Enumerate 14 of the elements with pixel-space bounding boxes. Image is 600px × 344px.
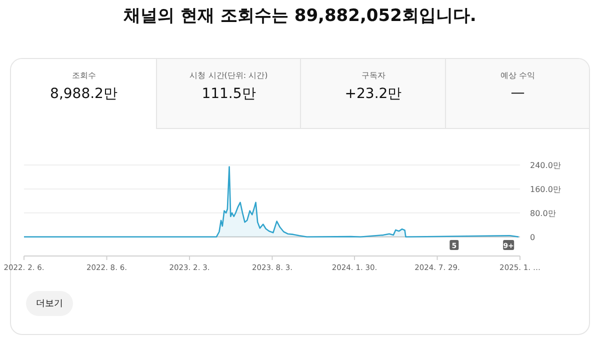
y-tick-label: 0: [530, 232, 536, 242]
text: 조회수: [70, 70, 97, 81]
text: 예상 수익: [499, 70, 536, 81]
y-tick-label: 240.0만: [530, 161, 561, 170]
text: 시청 시간(단위: 시간): [188, 70, 269, 81]
text: 구독자: [360, 70, 386, 81]
text: —: [510, 85, 526, 101]
y-tick-label: 80.0만: [530, 208, 556, 218]
text: 8,988.2만: [49, 85, 118, 103]
text: 더보기: [26, 291, 73, 316]
text: 111.5만: [200, 85, 257, 103]
y-tick-label: 160.0만: [530, 184, 561, 194]
text: +23.2만: [344, 85, 403, 103]
chart-title: 채널의 현재 조회수는 89,882,052회입니다.: [122, 5, 478, 27]
